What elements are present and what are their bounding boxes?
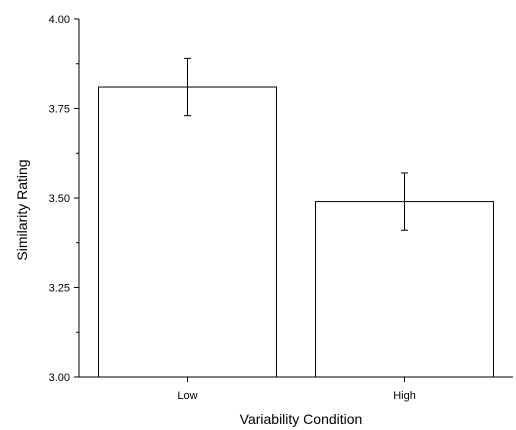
y-tick-label: 3.50	[49, 193, 70, 205]
bar-low	[98, 86, 277, 378]
y-tick-label: 3.75	[49, 104, 70, 116]
y-tick-label: 3.25	[49, 283, 70, 295]
x-tick-label-high: High	[393, 390, 416, 402]
x-axis-title: Variability Condition	[240, 411, 363, 427]
y-tick-label: 3.00	[49, 372, 70, 384]
x-ticks-group: Low High	[177, 377, 416, 402]
x-tick-label-low: Low	[177, 390, 197, 402]
bar-high	[315, 201, 494, 378]
bars-group	[98, 86, 494, 378]
error-bars-group	[184, 57, 408, 231]
y-axis-title: Similarity Rating	[14, 159, 30, 260]
y-ticks-group: 3.00 3.25 3.50 3.75 4.00	[49, 14, 79, 384]
y-tick-label: 4.00	[49, 14, 70, 26]
